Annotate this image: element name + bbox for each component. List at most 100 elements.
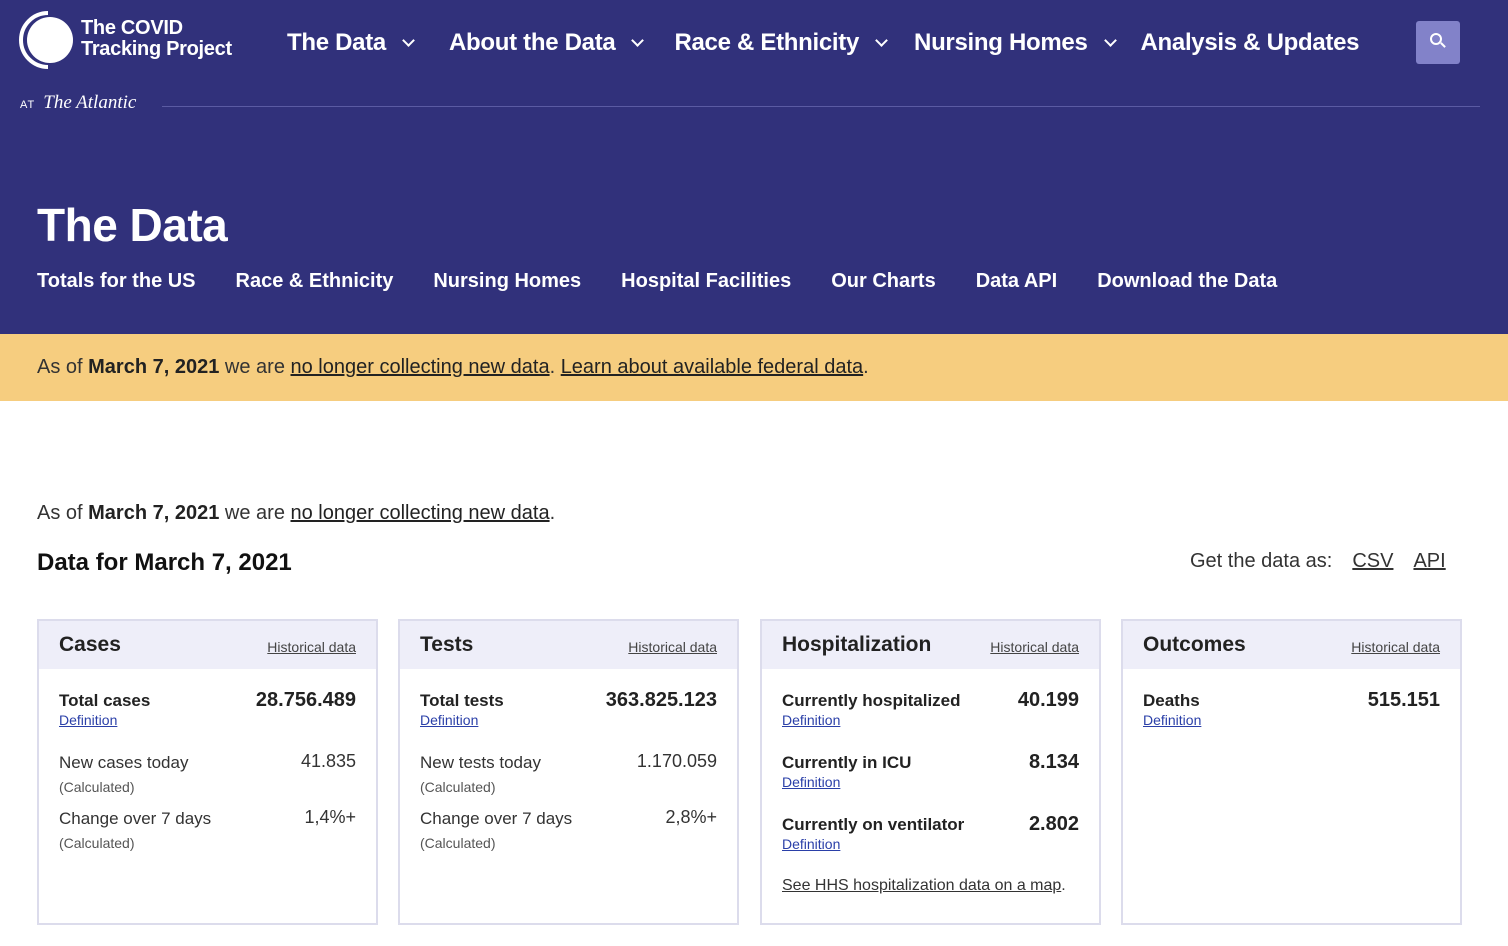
section-nav: Totals for the US Race & Ethnicity Nursi… [37,270,1317,293]
site-logo[interactable]: The COVID Tracking Project [18,8,258,72]
search-icon-handle [1440,42,1446,48]
metric-currently-on-ventilator: Currently on ventilator 2.802 Definition [782,813,1079,852]
notice-banner: As of March 7, 2021 we are no longer col… [0,334,1508,401]
outcomes-card: Outcomes Historical data Deaths 515.151 … [1121,619,1462,925]
metric-label: Total cases [59,691,151,710]
subnav-race-ethnicity[interactable]: Race & Ethnicity [235,270,394,292]
chevron-down-icon [631,34,645,47]
get-data-links: Get the data as: CSV API [1190,550,1446,573]
metric-value: 1.170.059 [636,751,717,771]
nav-label: About the Data [448,29,616,56]
card-title: Cases [59,633,121,656]
definition-link[interactable]: Definition [420,712,479,728]
metric-label: Currently in ICU [782,753,912,772]
metric-value: 40.199 [1017,689,1079,711]
nav-label: Race & Ethnicity [674,29,860,56]
page-title: The Data [37,199,228,251]
historical-data-link[interactable]: Historical data [628,639,717,655]
site-header: The COVID Tracking Project AT The Atlant… [0,0,1508,334]
metric-label: Change over 7 days [420,809,573,828]
metric-value: 515.151 [1367,689,1440,711]
chevron-down-icon [1103,34,1117,47]
card-title: Tests [420,633,474,656]
calculated-note: (Calculated) [420,779,496,795]
banner-prefix: As of [37,356,83,378]
metric-label: Currently hospitalized [782,691,961,710]
metric-value: 2,8%+ [665,807,717,827]
atlantic-byline[interactable]: AT The Atlantic [20,92,136,114]
card-header: Cases Historical data [39,621,376,669]
hhs-map-note: See HHS hospitalization data on a map. [782,877,1066,895]
definition-link[interactable]: Definition [782,774,841,790]
data-heading: Data for March 7, 2021 [37,549,292,576]
calculated-note: (Calculated) [59,779,135,795]
banner-sep: . [549,356,556,378]
historical-data-link[interactable]: Historical data [267,639,356,655]
historical-data-link[interactable]: Historical data [1351,639,1440,655]
metric-change-7-days: Change over 7 days 2,8%+ (Calculated) [420,807,717,851]
metric-value: 1,4%+ [304,807,356,827]
metric-total-tests: Total tests 363.825.123 Definition [420,689,717,728]
definition-link[interactable]: Definition [782,712,841,728]
cases-card: Cases Historical data Total cases 28.756… [37,619,378,925]
nav-item-race-ethnicity[interactable]: Race & Ethnicity [674,29,888,57]
metric-value: 28.756.489 [255,689,356,711]
no-longer-collecting-link[interactable]: no longer collecting new data [290,502,550,524]
historical-data-link[interactable]: Historical data [990,639,1079,655]
get-data-label: Get the data as: [1190,550,1333,572]
nav-label: The Data [287,29,386,56]
header-divider [162,106,1480,107]
metric-label: Currently on ventilator [782,815,965,834]
subnav-our-charts[interactable]: Our Charts [831,270,936,292]
nav-item-the-data[interactable]: The Data [287,29,415,57]
metric-value: 2.802 [1028,813,1079,835]
main-nav: The Data About the Data Race & Ethnicity… [287,26,1359,60]
definition-link[interactable]: Definition [782,836,841,852]
metric-currently-in-icu: Currently in ICU 8.134 Definition [782,751,1079,790]
calculated-note: (Calculated) [420,835,496,851]
nav-label: Analysis & Updates [1140,29,1360,56]
tests-card: Tests Historical data Total tests 363.82… [398,619,739,925]
byline-at: AT [20,99,36,111]
subnav-download-data[interactable]: Download the Data [1097,270,1278,292]
csv-link[interactable]: CSV [1352,550,1394,572]
search-button[interactable] [1416,21,1460,64]
card-header: Tests Historical data [400,621,737,669]
chevron-down-icon [875,34,888,47]
hospitalization-card: Hospitalization Historical data Currentl… [760,619,1101,925]
main-notice: As of March 7, 2021 we are no longer col… [37,502,555,525]
metric-label: Change over 7 days [59,809,212,828]
banner-end: . [863,356,869,378]
subnav-data-api[interactable]: Data API [975,270,1058,292]
definition-link[interactable]: Definition [59,712,118,728]
hhs-end: . [1061,877,1066,894]
metric-label: Deaths [1143,691,1200,710]
metric-value: 363.825.123 [605,689,717,711]
search-icon [1430,33,1442,45]
federal-data-link[interactable]: Learn about available federal data [560,356,864,378]
subnav-hospital-facilities[interactable]: Hospital Facilities [621,270,792,292]
banner-middle: we are [224,356,285,378]
card-header: Hospitalization Historical data [762,621,1099,669]
metric-new-tests: New tests today 1.170.059 (Calculated) [420,751,717,795]
banner-date: March 7, 2021 [88,356,220,378]
subnav-totals-us[interactable]: Totals for the US [37,270,196,292]
chevron-down-icon [402,34,415,47]
definition-link[interactable]: Definition [1143,712,1202,728]
metric-currently-hospitalized: Currently hospitalized 40.199 Definition [782,689,1079,728]
subnav-nursing-homes[interactable]: Nursing Homes [433,270,582,292]
metric-new-cases: New cases today 41.835 (Calculated) [59,751,356,795]
card-header: Outcomes Historical data [1123,621,1460,669]
notice-prefix: As of [37,502,83,524]
nav-item-analysis-updates[interactable]: Analysis & Updates [1141,29,1360,57]
metric-value: 8.134 [1028,751,1079,773]
metric-total-cases: Total cases 28.756.489 Definition [59,689,356,728]
metric-value: 41.835 [300,751,356,771]
api-link[interactable]: API [1413,550,1446,572]
hhs-map-link[interactable]: See HHS hospitalization data on a map [782,877,1062,894]
no-longer-collecting-link[interactable]: no longer collecting new data [290,356,550,378]
nav-item-about-the-data[interactable]: About the Data [448,29,645,57]
publication-name: The Atlantic [43,92,137,113]
metric-label: Total tests [420,691,504,710]
nav-item-nursing-homes[interactable]: Nursing Homes [914,29,1117,57]
